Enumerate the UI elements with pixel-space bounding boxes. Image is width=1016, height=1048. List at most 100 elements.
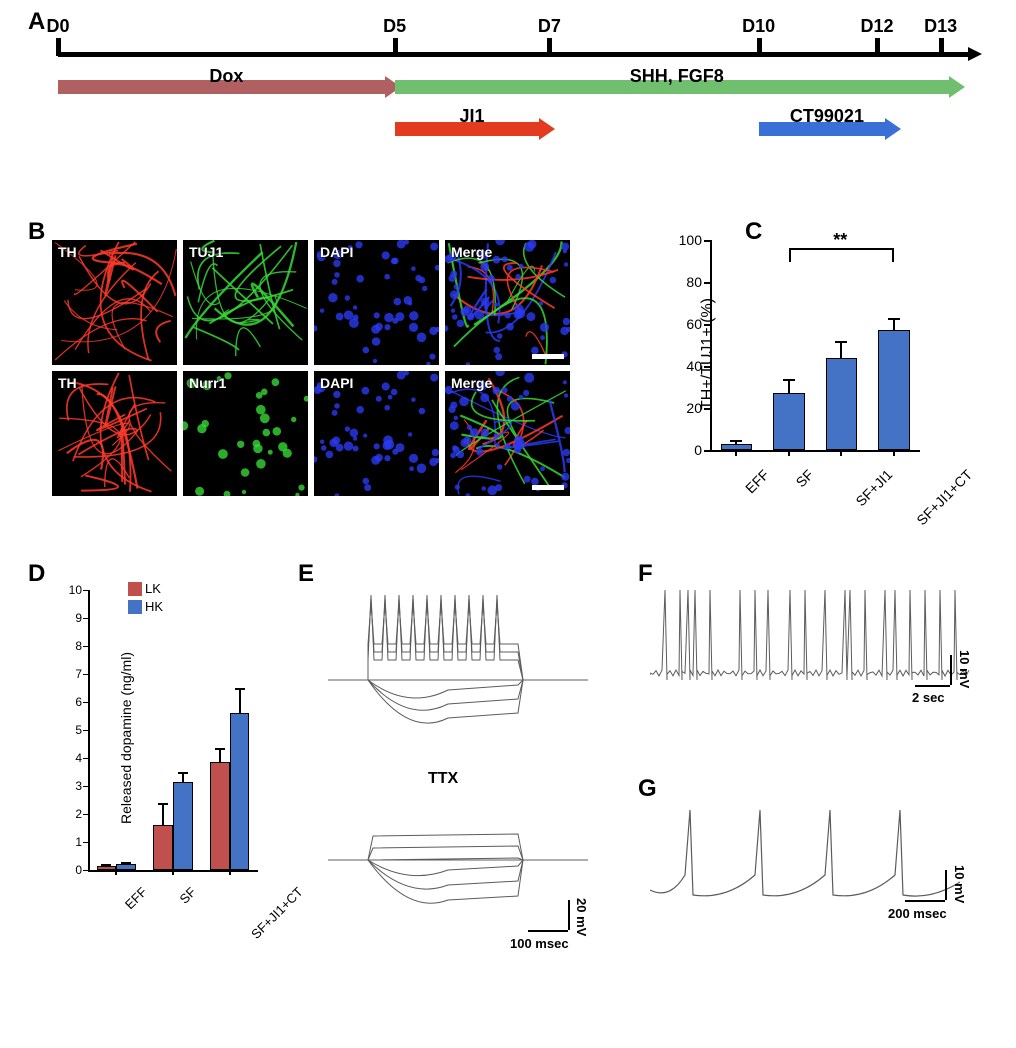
micrograph-label: Nurr1 [189, 375, 226, 391]
micrograph: DAPI [314, 371, 439, 496]
chart-ytick [83, 842, 88, 843]
legend-label: LK [145, 581, 161, 596]
chart-ytick-label: 4 [60, 751, 82, 765]
chart-errorcap [158, 803, 168, 805]
timeline-bar-label: JI1 [460, 106, 485, 127]
scale-v-label: 10 mV [952, 865, 967, 903]
ttx-label: TTX [428, 770, 458, 788]
micrograph-label: DAPI [320, 375, 353, 391]
panel-b-micrographs: THTUJ1DAPIMergeTHNurr1DAPIMerge [28, 220, 598, 510]
chart-ytick [83, 730, 88, 731]
chart-errorcap [121, 862, 131, 864]
scalebar [532, 354, 564, 359]
legend-swatch [128, 600, 142, 614]
scale-vertical [950, 655, 952, 685]
chart-errorcap [730, 440, 742, 442]
trace-pacemaker [650, 800, 960, 910]
micrograph-label: TH [58, 244, 77, 260]
chart-ytick [83, 702, 88, 703]
timeline-tick [757, 38, 762, 56]
chart-errorbar [219, 748, 221, 762]
timeline-bar-label: SHH, FGF8 [630, 66, 724, 87]
scale-v-label: 20 mV [574, 898, 589, 936]
legend-swatch [128, 582, 142, 596]
micrograph: TH [52, 371, 177, 496]
micrograph: Merge [445, 371, 570, 496]
chart-errorcap [888, 318, 900, 320]
chart-ytick [83, 814, 88, 815]
chart-ytick-label: 0 [676, 442, 702, 458]
chart-ytick [83, 870, 88, 871]
chart-ytick-label: 6 [60, 695, 82, 709]
chart-bar [153, 825, 173, 870]
panel-f-trace: 10 mV2 sec [640, 560, 990, 740]
trace-top [318, 580, 598, 740]
chart-errorcap [835, 341, 847, 343]
timeline-day-label: D10 [742, 16, 775, 37]
chart-ytick-label: 8 [60, 639, 82, 653]
chart-ytick [83, 786, 88, 787]
timeline-day-label: D13 [924, 16, 957, 37]
scale-h-label: 200 msec [888, 906, 947, 921]
chart-xtick [788, 450, 790, 456]
panel-c-barchart: 020406080100TH+/TUJ1+ (%)EFFSFSF+JI1SF+J… [640, 220, 980, 540]
chart-y-axis [88, 590, 90, 870]
scale-v-label: 10 mV [957, 650, 972, 688]
micrograph: Merge [445, 240, 570, 365]
panel-g-trace: 10 mV 200 msec [640, 780, 990, 950]
chart-ytick [83, 646, 88, 647]
timeline-bar-arrow [539, 118, 555, 140]
chart-legend: LK HK [128, 580, 163, 616]
timeline-tick [939, 38, 944, 56]
chart-bar [116, 864, 136, 870]
scale-vertical [568, 900, 570, 930]
chart-bar [773, 393, 805, 450]
chart-ytick-label: 1 [60, 835, 82, 849]
chart-errorbar [239, 688, 241, 713]
chart-ytick-label: 80 [676, 274, 702, 290]
timeline-bar-arrow [885, 118, 901, 140]
timeline-tick [547, 38, 552, 56]
chart-ytick [704, 450, 710, 452]
chart-errorcap [235, 688, 245, 690]
timeline-tick [393, 38, 398, 56]
chart-ytick-label: 7 [60, 667, 82, 681]
chart-errorcap [215, 748, 225, 750]
trace-bottom [318, 790, 598, 930]
chart-bar [210, 762, 230, 870]
legend-item: LK [128, 580, 163, 598]
chart-ytick-label: 9 [60, 611, 82, 625]
chart-xtick [115, 870, 117, 875]
chart-xlabel: SF+JI1+CT [248, 884, 306, 942]
scale-horizontal [905, 900, 945, 902]
chart-ytick-label: 2 [60, 807, 82, 821]
scalebar [532, 485, 564, 490]
chart-bar [826, 358, 858, 450]
chart-errorcap [101, 864, 111, 866]
chart-errorbar [162, 803, 164, 825]
chart-ytick-label: 10 [60, 583, 82, 597]
panel-e-traces: TTX 20 mV 100 msec [308, 560, 608, 990]
scale-horizontal [915, 685, 950, 687]
scale-h-label: 100 msec [510, 936, 569, 951]
chart-x-axis [710, 450, 920, 452]
chart-errorcap [178, 772, 188, 774]
chart-ytick-label: 3 [60, 779, 82, 793]
scale-horizontal [528, 930, 568, 932]
chart-ytick-label: 0 [60, 863, 82, 877]
chart-ytick-label: 5 [60, 723, 82, 737]
chart-xlabel: EFF [742, 466, 772, 496]
legend-item: HK [128, 598, 163, 616]
chart-ytick [83, 674, 88, 675]
timeline-axis-arrow [968, 47, 982, 61]
chart-xlabel: SF [177, 884, 199, 906]
chart-xlabel: SF [792, 466, 816, 490]
legend-label: HK [145, 599, 163, 614]
timeline-bar-label: Dox [209, 66, 243, 87]
chart-ytick-label: 100 [676, 232, 702, 248]
chart-xtick [840, 450, 842, 456]
chart-bar [173, 782, 193, 870]
chart-ytick [704, 282, 710, 284]
micrograph-label: DAPI [320, 244, 353, 260]
chart-ytick [83, 618, 88, 619]
